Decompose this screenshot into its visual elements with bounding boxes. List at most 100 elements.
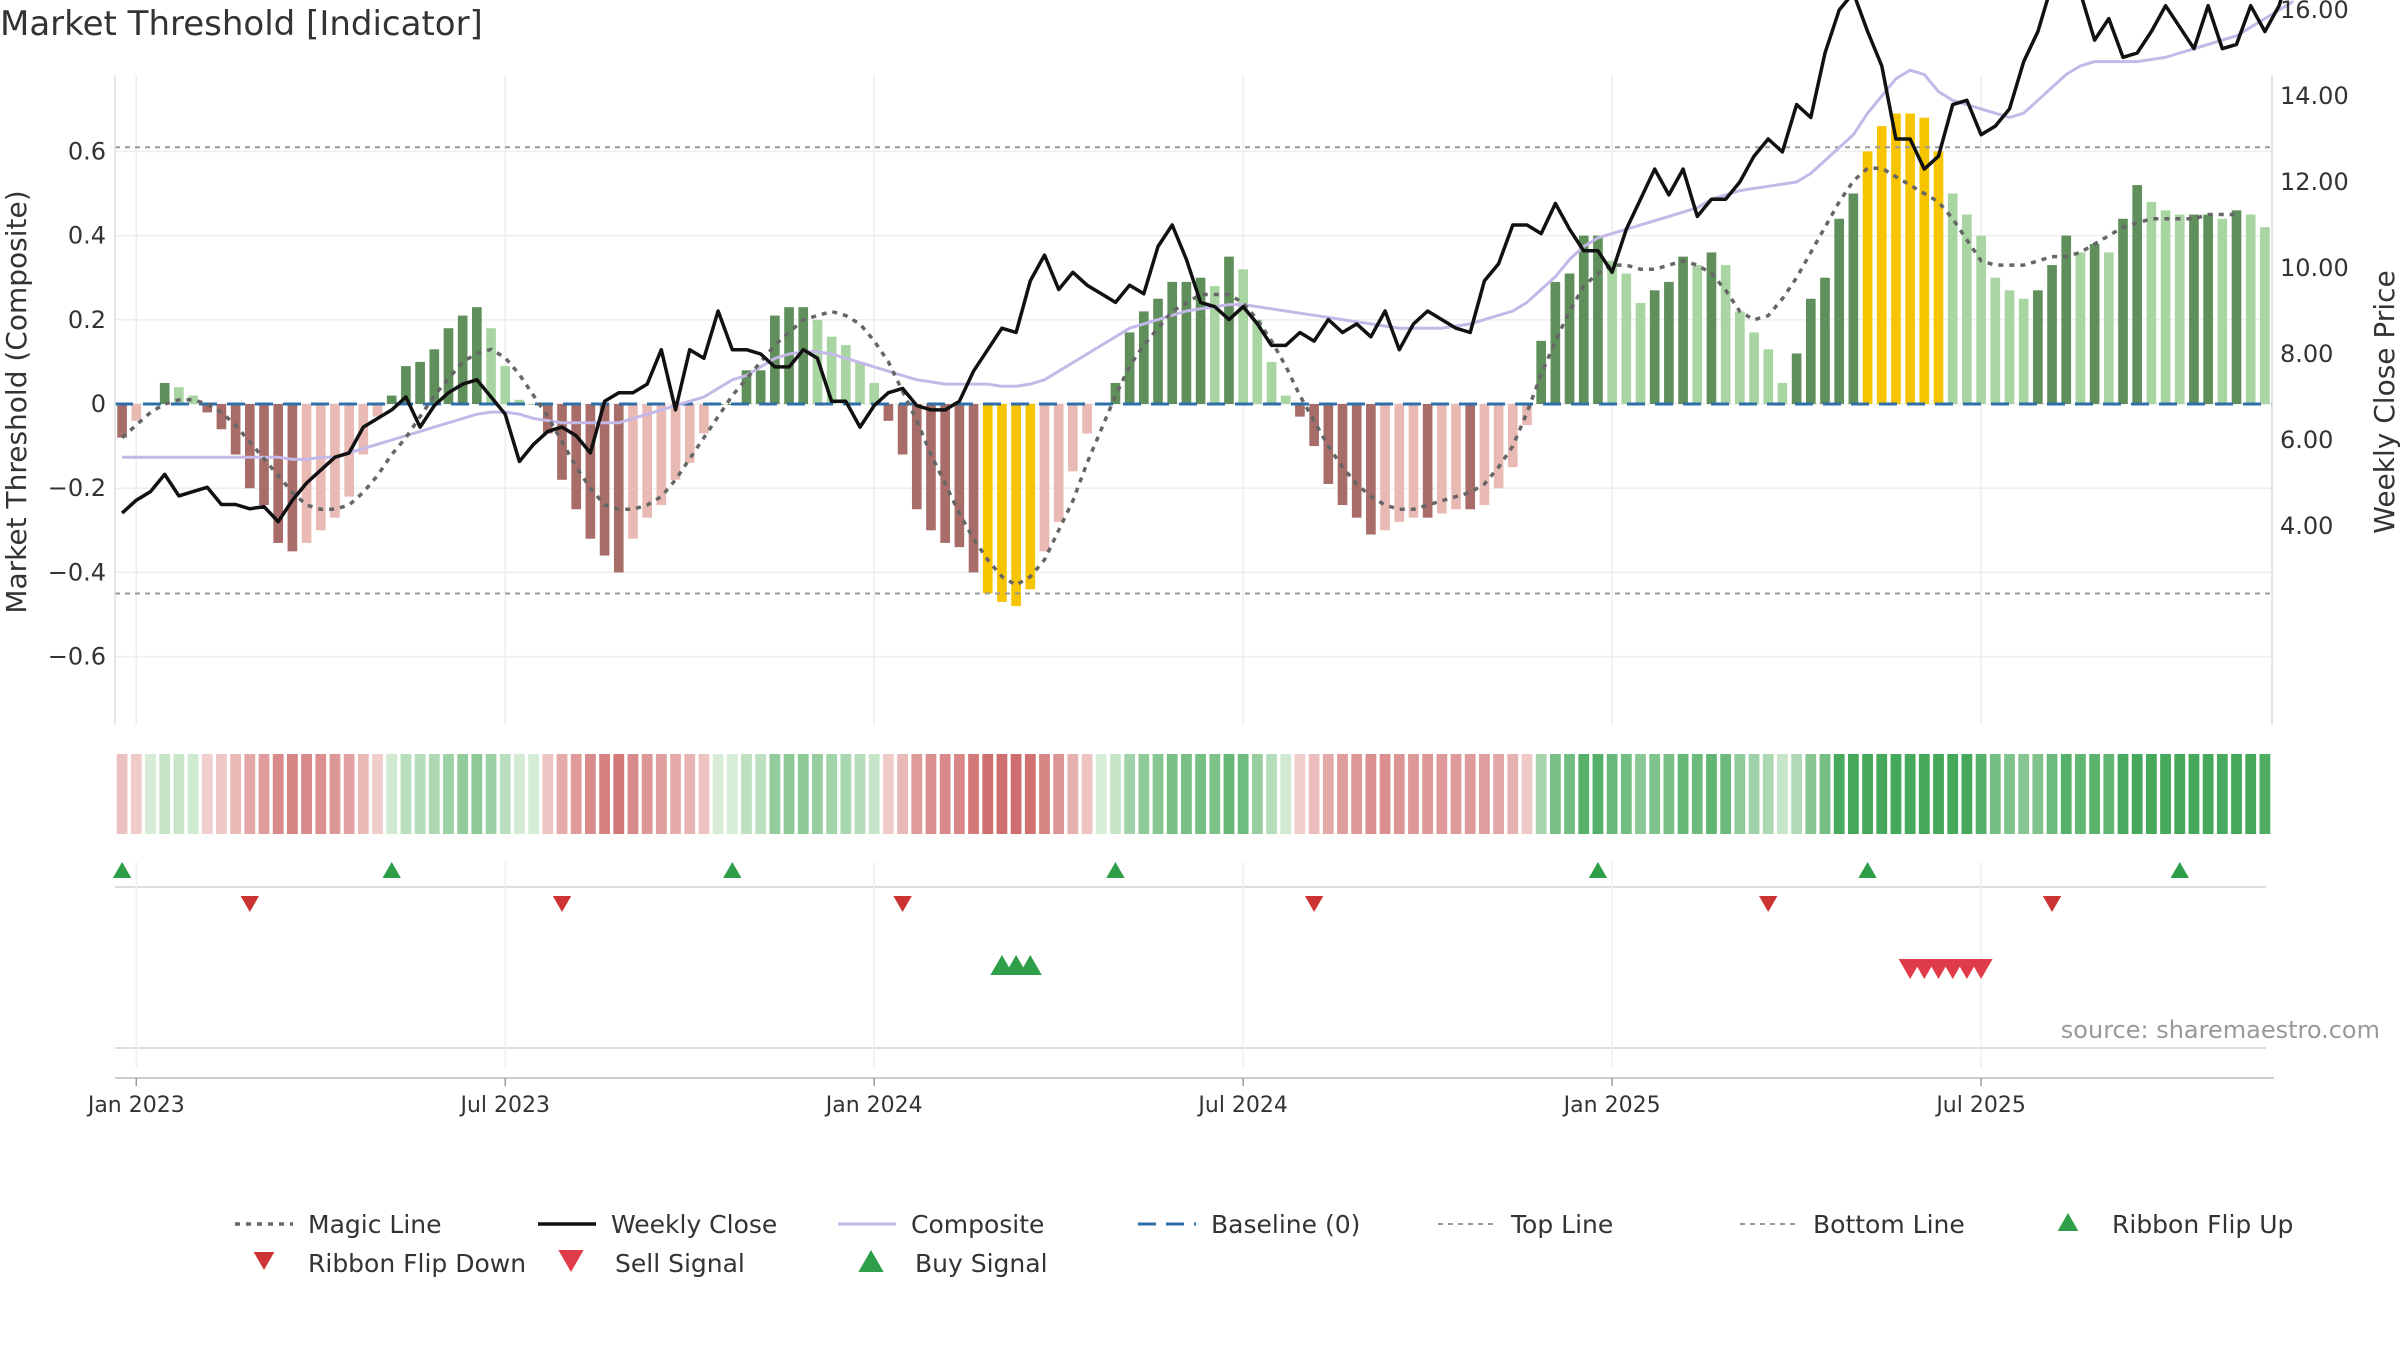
ribbon-cell: [1493, 754, 1504, 834]
composite-bar: [1053, 404, 1064, 522]
composite-bar: [202, 404, 213, 413]
y2-tick-label: 8.00: [2280, 340, 2333, 368]
composite-bar: [798, 307, 809, 404]
composite-bar: [315, 404, 326, 531]
ribbon-cell: [301, 754, 312, 834]
ribbon-cell: [911, 754, 923, 834]
composite-bar: [1167, 281, 1178, 404]
ribbon-cell: [1067, 754, 1079, 834]
ribbon-cell: [187, 754, 199, 834]
signal-markers: [112, 862, 2266, 1068]
x-axis: Jan 2023 Jul 2023 Jan 2024 Jul 2024 Jan 2025…: [86, 1077, 2274, 1118]
ribbon-cell: [443, 754, 454, 834]
ribbon-cell: [258, 754, 270, 834]
composite-bar: [926, 404, 936, 531]
composite-bar: [443, 328, 454, 404]
ribbon-cell: [925, 754, 937, 834]
ribbon-cell: [414, 754, 426, 834]
composite-bar: [2118, 218, 2128, 404]
ribbon-cell: [216, 754, 227, 834]
ribbon-cell: [286, 754, 298, 834]
legend-swatch-flip_down: [253, 1252, 275, 1270]
ribbon-cell: [953, 754, 965, 834]
composite-bar: [415, 361, 425, 404]
ribbon-cell: [1847, 754, 1859, 834]
ribbon-cell: [1975, 754, 1987, 834]
x-tick-label: Jan 2023: [86, 1093, 185, 1118]
composite-bar: [1720, 265, 1731, 404]
ribbon-cell: [1124, 754, 1136, 834]
ribbon-cell: [1904, 754, 1916, 834]
composite-bar: [642, 404, 652, 518]
composite-bar: [1834, 218, 1845, 404]
ribbon-cell: [1294, 754, 1306, 834]
composite-bar: [1465, 404, 1476, 510]
ribbon-cell: [570, 754, 582, 834]
ribbon-cell: [627, 754, 639, 834]
composite-bar: [699, 404, 709, 434]
composite-bar: [1422, 404, 1433, 518]
composite-bar: [1394, 404, 1405, 522]
composite-bar: [911, 404, 922, 510]
legend-label-flip_up: Ribbon Flip Up: [2112, 1210, 2293, 1239]
ribbon-cell: [1095, 754, 1107, 834]
ribbon-cell: [201, 754, 213, 834]
composite-bar: [2146, 201, 2157, 404]
ribbon-flip-down-marker: [1759, 896, 1778, 912]
sell-signal-marker: [1969, 959, 1993, 979]
composite-bar: [940, 404, 950, 543]
ribbon-cell: [1209, 754, 1221, 834]
composite-bar: [684, 404, 695, 463]
y2-tick-label: 4.00: [2280, 512, 2333, 540]
composite-bar: [1933, 151, 1944, 404]
composite-bar: [1351, 404, 1362, 518]
ribbon-cell: [1223, 754, 1235, 834]
y-tick-label: 0.2: [68, 306, 106, 334]
chart-title: Market Threshold [Indicator]: [0, 4, 483, 44]
composite-bar: [542, 404, 553, 434]
ribbon-cell: [556, 754, 568, 834]
composite-bar: [968, 404, 979, 573]
composite-bar: [372, 404, 383, 417]
ribbon-cell: [1635, 754, 1646, 834]
ribbon-cell: [1110, 754, 1121, 834]
ribbon-cell: [2046, 754, 2058, 834]
ribbon-cell: [1152, 754, 1164, 834]
composite-bar: [1266, 361, 1277, 404]
composite-bar: [472, 307, 482, 404]
ribbon-cell: [1549, 754, 1561, 834]
ribbon-cell: [1720, 754, 1732, 834]
composite-bar: [1195, 277, 1206, 404]
composite-bar: [1025, 404, 1036, 590]
ribbon-flip-down-marker: [1304, 896, 1324, 912]
ribbon-cell: [1947, 754, 1959, 834]
composite-bar: [1820, 277, 1830, 404]
ribbon-cell: [840, 754, 852, 834]
composite-bar: [500, 366, 511, 404]
ribbon-cell: [1989, 754, 2001, 834]
ribbon-cell: [499, 754, 511, 834]
ribbon-cell: [1933, 754, 1944, 834]
composite-bar: [2004, 290, 2015, 404]
ribbon-cell: [2117, 754, 2129, 834]
ribbon-cell: [1280, 754, 1292, 834]
ribbon-cell: [1791, 754, 1803, 834]
ribbon-cell: [457, 754, 469, 834]
ribbon-cell: [2245, 754, 2257, 834]
composite-bar: [1919, 117, 1930, 404]
ribbon-cell: [1308, 754, 1320, 834]
composite-bar: [1479, 404, 1490, 506]
composite-bar: [259, 404, 269, 506]
composite-bar: [2174, 214, 2185, 404]
composite-bar: [826, 336, 837, 404]
x-tick-label: Jan 2025: [1562, 1093, 1661, 1118]
y-axis-label-left: Market Threshold (Composite): [0, 190, 33, 613]
ribbon-cell: [655, 754, 667, 834]
x-tick-label: Jul 2024: [1196, 1093, 1288, 1118]
ribbon-cell: [1138, 754, 1150, 834]
composite-bar: [585, 404, 596, 539]
ribbon-flip-up-marker: [382, 862, 401, 878]
ribbon-cell: [1053, 754, 1065, 834]
composite-bar: [2231, 210, 2242, 404]
